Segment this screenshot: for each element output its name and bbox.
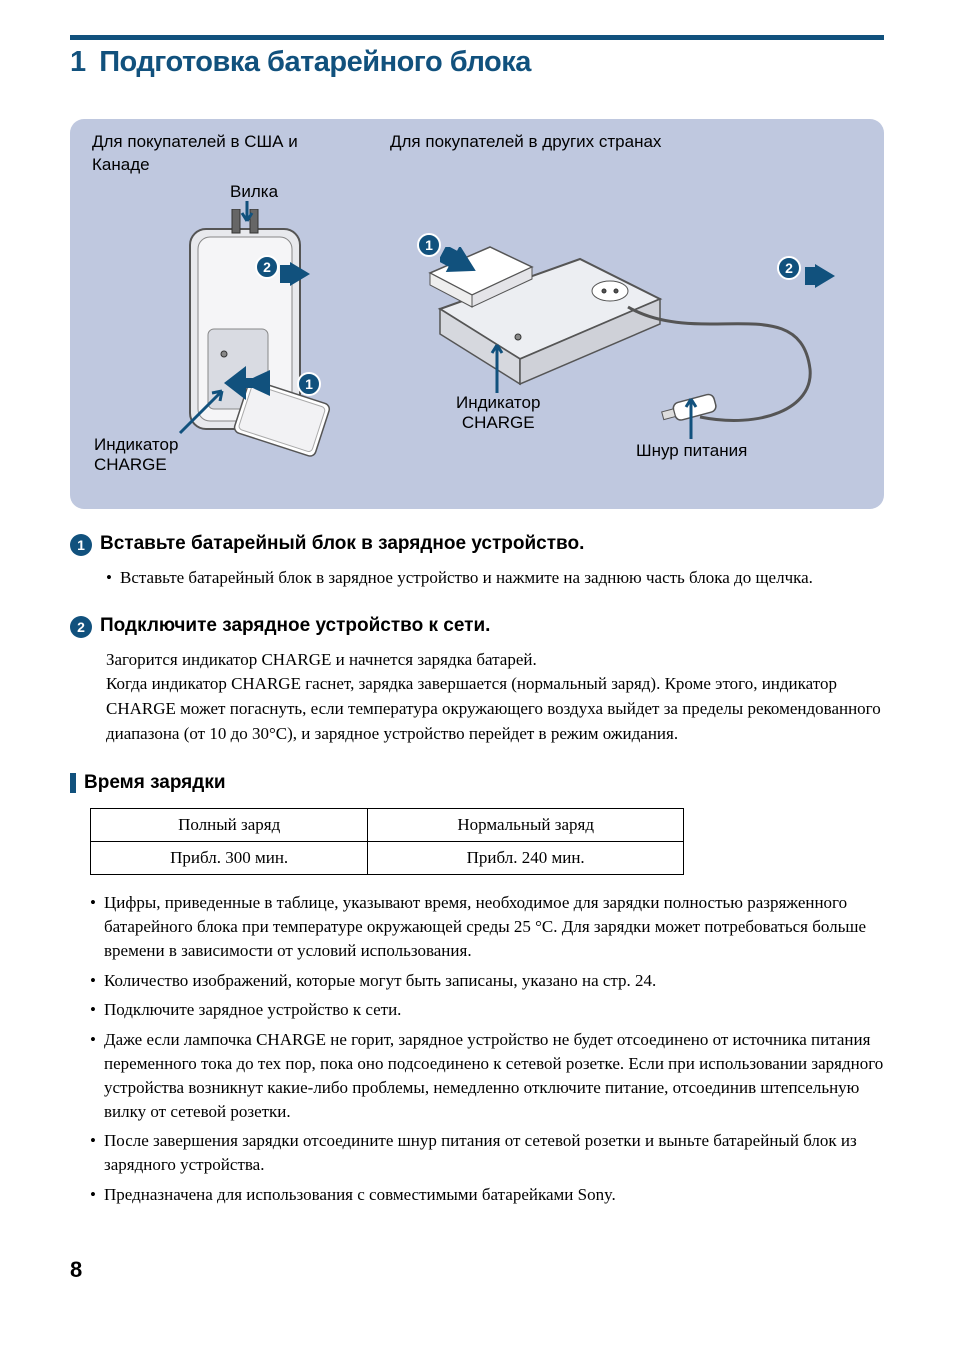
list-item: Количество изображений, которые могут бы… [90, 969, 884, 993]
charging-time-title: Время зарядки [84, 772, 226, 794]
section-bar-icon [70, 773, 76, 793]
table-header: Полный заряд [91, 809, 368, 842]
step-1-bullets: Вставьте батарейный блок в зарядное устр… [106, 566, 884, 591]
charge-pointer-right-icon [490, 341, 504, 393]
charge-indicator-left-label: Индикатор CHARGE [94, 435, 178, 476]
list-item: Даже если лампочка CHARGE не горит, заря… [90, 1028, 884, 1123]
notes-list: Цифры, приведенные в таблице, указывают … [90, 891, 884, 1207]
charge-indicator-right-label: Индикатор CHARGE [456, 393, 540, 434]
step-2-title: Подключите зарядное устройство к сети. [100, 615, 490, 637]
diagram-badge-2-left: 2 [255, 255, 279, 279]
list-item: После завершения зарядки отсоедините шну… [90, 1129, 884, 1177]
left-group-label: Для покупателей в США и Канаде [92, 131, 332, 177]
plug-label: Вилка [230, 181, 278, 204]
table-cell: Прибл. 240 мин. [368, 842, 684, 875]
diagram-badge-2-right: 2 [777, 256, 801, 280]
page-title: 1 Подготовка батарейного блока [70, 46, 884, 79]
step-1-title: Вставьте батарейный блок в зарядное устр… [100, 533, 584, 555]
title-rule [70, 35, 884, 40]
diagram-badge-1-left: 1 [297, 372, 321, 396]
step-1: 1 Вставьте батарейный блок в зарядное ус… [70, 533, 884, 591]
charging-time-heading: Время зарядки [70, 772, 884, 794]
fold-arrow-left-icon [280, 262, 310, 286]
cord-pointer-icon [684, 395, 698, 439]
cord-arrow-right-icon [805, 264, 835, 288]
table-header: Нормальный заряд [368, 809, 684, 842]
table-row: Полный заряд Нормальный заряд [91, 809, 684, 842]
step-2-body: Загорится индикатор CHARGE и начнется за… [106, 648, 884, 747]
list-item: Подключите зарядное устройство к сети. [90, 998, 884, 1022]
page-number: 8 [70, 1257, 884, 1283]
plug-arrow-icon [240, 201, 254, 231]
title-number: 1 [70, 46, 86, 78]
step-1-bullet: Вставьте батарейный блок в зарядное устр… [106, 566, 884, 591]
charge-pointer-left-icon [178, 387, 238, 435]
list-item: Предназначена для использования с совмес… [90, 1183, 884, 1207]
power-cord-label: Шнур питания [636, 441, 747, 461]
diagram-badge-1-right: 1 [417, 233, 441, 257]
insert-arrow-right-icon [440, 247, 478, 277]
step-1-badge: 1 [70, 534, 92, 556]
step-2-badge: 2 [70, 616, 92, 638]
diagram-panel: Для покупателей в США и Канаде Для покуп… [70, 119, 884, 509]
list-item: Цифры, приведенные в таблице, указывают … [90, 891, 884, 962]
table-row: Прибл. 300 мин. Прибл. 240 мин. [91, 842, 684, 875]
table-cell: Прибл. 300 мин. [91, 842, 368, 875]
charging-time-table: Полный заряд Нормальный заряд Прибл. 300… [90, 808, 684, 875]
step-2: 2 Подключите зарядное устройство к сети.… [70, 615, 884, 747]
right-group-label: Для покупателей в других странах [390, 131, 661, 154]
title-text: Подготовка батарейного блока [99, 46, 531, 78]
